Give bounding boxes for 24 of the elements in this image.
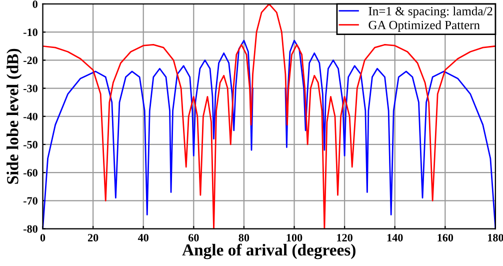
y-tick-label: -50 — [23, 140, 38, 148]
x-axis-title: Angle of arival (degrees) — [182, 244, 356, 260]
x-tick-label: 0 — [40, 234, 46, 242]
legend-label: In=1 & spacing: lamda/2 — [368, 6, 492, 18]
y-tick-label: -40 — [23, 112, 38, 120]
x-tick-label: 20 — [88, 234, 98, 242]
x-tick-label: 140 — [387, 234, 403, 242]
line-series — [42, 4, 496, 229]
y-tick-label: -70 — [23, 197, 38, 205]
x-tick-label: 60 — [188, 234, 199, 242]
x-tick-label: 180 — [488, 234, 503, 242]
x-tick-label: 80 — [238, 234, 250, 242]
y-tick-label: -20 — [23, 56, 38, 64]
x-tick-label: 120 — [337, 234, 352, 242]
y-tick-label: -30 — [23, 84, 38, 92]
legend-label: GA Optimized Pattern — [368, 20, 480, 32]
x-tick-label: 40 — [138, 234, 148, 242]
y-tick-label: -80 — [23, 225, 38, 233]
y-axis-title: Side lobe level (dB) — [6, 48, 22, 184]
x-tick-label: 160 — [438, 234, 454, 242]
y-tick-label: -10 — [23, 28, 38, 36]
y-tick-label: 0 — [32, 0, 38, 8]
y-tick-label: -60 — [23, 169, 38, 177]
x-tick-label: 100 — [286, 234, 302, 242]
